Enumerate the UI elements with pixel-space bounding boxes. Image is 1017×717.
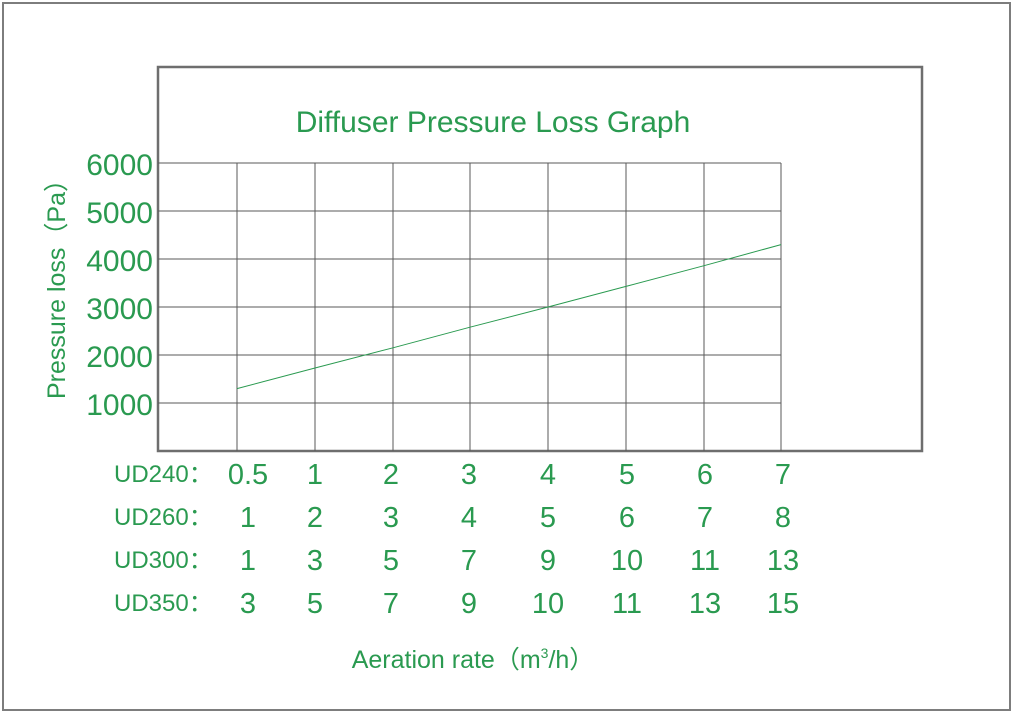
x-tick-label: 1 bbox=[240, 502, 256, 534]
x-axis-label: Aeration rate（m3/h） bbox=[352, 645, 595, 674]
x-tick-label: 13 bbox=[767, 545, 799, 577]
x-row-model-label: UD240： bbox=[114, 461, 213, 488]
x-tick-label: 5 bbox=[383, 545, 399, 577]
x-tick-label: 2 bbox=[307, 502, 323, 534]
grid bbox=[158, 162, 782, 451]
x-tick-label: 7 bbox=[697, 502, 713, 534]
x-tick-label: 3 bbox=[240, 588, 256, 620]
x-tick-label: 6 bbox=[697, 459, 713, 491]
y-tick-label: 2000 bbox=[86, 341, 153, 374]
y-tick-labels: 1000 2000 3000 4000 5000 6000 bbox=[86, 149, 153, 422]
x-tick-label: 5 bbox=[307, 588, 323, 620]
y-tick-label: 4000 bbox=[86, 245, 153, 278]
x-axis-label-end: /h） bbox=[548, 646, 594, 674]
x-tick-label: 7 bbox=[383, 588, 399, 620]
y-tick-label: 1000 bbox=[86, 389, 153, 422]
x-tick-label: 2 bbox=[383, 459, 399, 491]
x-tick-label: 10 bbox=[532, 588, 564, 620]
x-tick-label: 9 bbox=[540, 545, 556, 577]
x-tick-label: 5 bbox=[540, 502, 556, 534]
x-tick-label: 0.5 bbox=[228, 459, 268, 491]
x-tick-label: 8 bbox=[775, 502, 791, 534]
x-tick-label: 7 bbox=[461, 545, 477, 577]
x-tick-label: 1 bbox=[307, 459, 323, 491]
series-line bbox=[236, 244, 782, 390]
x-tick-label: 11 bbox=[690, 545, 720, 577]
x-row-model-label: UD300： bbox=[114, 547, 213, 574]
x-tick-label: 7 bbox=[775, 459, 791, 491]
x-tick-label: 4 bbox=[461, 502, 477, 534]
y-axis-label: Pressure loss（Pa） bbox=[43, 167, 71, 399]
x-tick-label: 9 bbox=[461, 588, 477, 620]
x-tick-label: 4 bbox=[540, 459, 556, 491]
x-tick-label: 3 bbox=[383, 502, 399, 534]
x-tick-label: 3 bbox=[461, 459, 477, 491]
x-tick-label: 1 bbox=[240, 545, 256, 577]
x-tick-label: 11 bbox=[612, 588, 642, 620]
x-tick-label: 3 bbox=[307, 545, 323, 577]
x-tick-label: 15 bbox=[767, 588, 799, 620]
x-row-model-label: UD350： bbox=[114, 590, 213, 617]
y-tick-label: 3000 bbox=[86, 293, 153, 326]
x-tick-label: 5 bbox=[619, 459, 635, 491]
x-tick-label: 10 bbox=[611, 545, 643, 577]
x-tick-label: 6 bbox=[619, 502, 635, 534]
chart-title: Diffuser Pressure Loss Graph bbox=[296, 106, 691, 139]
x-row-model-label: UD260： bbox=[114, 504, 213, 531]
y-tick-label: 6000 bbox=[86, 149, 153, 182]
x-axis-label-main: Aeration rate（m bbox=[352, 646, 541, 674]
x-axis-label-sup: 3 bbox=[541, 645, 549, 661]
x-tick-label: 13 bbox=[689, 588, 721, 620]
y-tick-label: 5000 bbox=[86, 197, 153, 230]
